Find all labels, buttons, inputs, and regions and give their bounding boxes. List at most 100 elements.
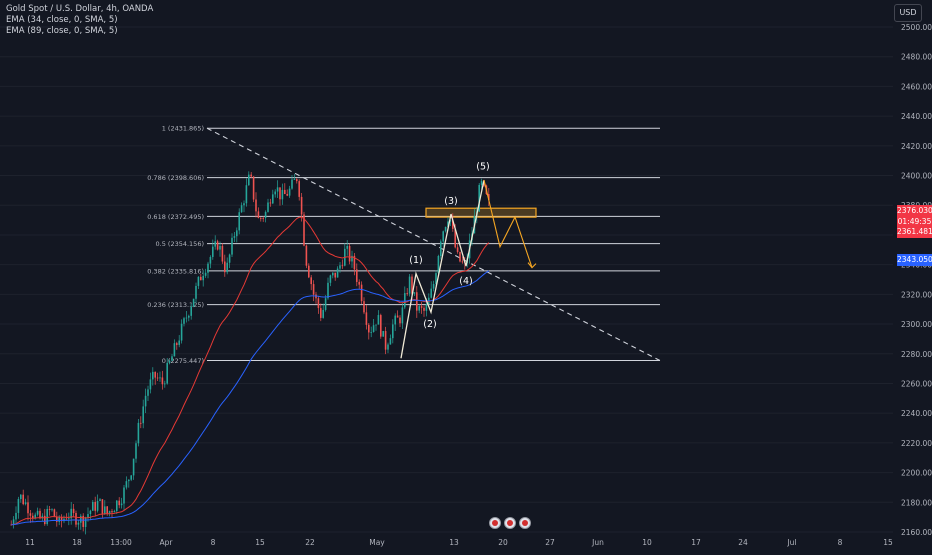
candle-body — [29, 513, 32, 516]
candle-body — [80, 515, 82, 523]
x-tick-label: 20 — [498, 538, 508, 547]
candle-body — [168, 360, 171, 363]
candle-body — [404, 293, 406, 308]
x-tick-label: 17 — [691, 538, 701, 547]
candle-body — [120, 503, 123, 506]
candle-body — [104, 506, 106, 514]
last-price-tag: 2376.030 — [897, 205, 932, 217]
x-tick-label: Jul — [786, 538, 796, 547]
y-tick-label: 2440.000 — [901, 112, 932, 121]
ema34-legend[interactable]: EMA (34, close, 0, SMA, 5) — [6, 15, 118, 25]
y-tick-label: 2180.000 — [901, 498, 932, 507]
candle-body — [389, 338, 392, 345]
candle-body — [384, 331, 387, 350]
candle-body — [207, 263, 209, 273]
trend-lines[interactable] — [206, 127, 661, 362]
candle-body — [452, 220, 454, 229]
wave-label: (4) — [459, 276, 472, 287]
candle-body — [224, 261, 226, 273]
fib-level-label: 0.618 (2372.495) — [147, 213, 204, 221]
wave-path — [400, 179, 485, 359]
candle-body — [276, 187, 279, 192]
candle-body — [128, 479, 130, 482]
y-tick-label: 2260.000 — [901, 379, 932, 388]
currency-button[interactable]: USD — [894, 4, 922, 22]
candle-body — [248, 174, 250, 186]
candle-body — [324, 298, 327, 310]
candle-body — [132, 458, 135, 476]
candle-body — [437, 256, 440, 274]
candle-body — [406, 293, 408, 294]
candle-body — [22, 494, 24, 505]
candle-body — [144, 395, 147, 407]
candle-body — [94, 501, 96, 511]
candle-body — [12, 519, 15, 525]
candle-body — [56, 516, 58, 522]
candle-body — [296, 179, 298, 182]
candle-body — [449, 220, 452, 222]
candle-body — [159, 377, 161, 379]
elliott-wave[interactable]: (1) (2) (3) (4) (5) — [400, 162, 537, 359]
candle-body — [312, 284, 315, 295]
candle-body — [53, 509, 56, 517]
candle-body — [435, 273, 437, 284]
candle-body — [348, 246, 351, 262]
symbol-title[interactable]: Gold Spot / U.S. Dollar, 4h, OANDA — [6, 4, 154, 14]
event-flag-icon[interactable] — [519, 517, 531, 529]
candle-body — [240, 205, 243, 213]
price-axis[interactable]: 2500.000 2480.000 2460.000 2440.000 2420.000… — [894, 0, 932, 550]
candle-body — [228, 254, 231, 263]
x-tick-label: 22 — [305, 538, 315, 547]
candle-body — [137, 422, 140, 444]
x-tick-label: 24 — [738, 538, 748, 547]
y-tick-label: 2200.000 — [901, 469, 932, 478]
candle-body — [478, 184, 480, 212]
candle-body — [82, 515, 84, 527]
candle-body — [461, 261, 464, 263]
x-tick-label: 13:00 — [110, 538, 132, 547]
candle-body — [293, 179, 296, 180]
candle-body — [89, 510, 92, 515]
candle-body — [171, 356, 173, 361]
candle-body — [274, 191, 276, 195]
candle-body — [320, 308, 322, 318]
time-axis[interactable]: 11 18 13:00 Apr 8 15 22 May 13 20 27 Jun 10 17 24 Jul 8 1… — [25, 538, 893, 547]
candle-body — [10, 524, 12, 526]
candle-body — [96, 500, 99, 511]
candle-body — [92, 501, 94, 511]
candle-body — [27, 502, 29, 514]
candle-body — [36, 510, 39, 515]
candle-body — [372, 325, 375, 332]
candle-body — [51, 509, 53, 511]
candle-body — [382, 331, 384, 337]
candle-body — [77, 522, 80, 525]
y-tick-label: 2460.000 — [901, 82, 932, 91]
wave-label: (1) — [409, 255, 422, 266]
candle-body — [257, 211, 260, 218]
candle-body — [360, 284, 363, 302]
y-tick-label: 2500.000 — [901, 23, 932, 32]
candle-body — [456, 247, 459, 252]
candle-body — [399, 317, 401, 324]
ema89-legend[interactable]: EMA (89, close, 0, SMA, 5) — [6, 26, 118, 36]
candle-body — [65, 518, 68, 520]
candle-body — [317, 298, 320, 309]
candle-body — [394, 315, 396, 325]
candle-body — [375, 324, 377, 326]
y-tick-label: 2300.000 — [901, 320, 932, 329]
candle-body — [75, 512, 77, 525]
candle-body — [123, 487, 125, 504]
candle-body — [281, 189, 284, 200]
candle-body — [149, 379, 152, 390]
event-flag-icon[interactable] — [489, 517, 501, 529]
candle-body — [190, 306, 192, 316]
fibonacci-retracement[interactable]: 1 (2431.865) 0.786 (2398.606) 0.618 (2372.… — [147, 125, 660, 365]
candle-body — [284, 189, 286, 195]
candle-body — [99, 499, 101, 501]
candle-body — [118, 500, 120, 506]
candle-body — [101, 499, 104, 514]
x-tick-label: 8 — [211, 538, 216, 547]
event-flag-icon[interactable] — [504, 517, 516, 529]
